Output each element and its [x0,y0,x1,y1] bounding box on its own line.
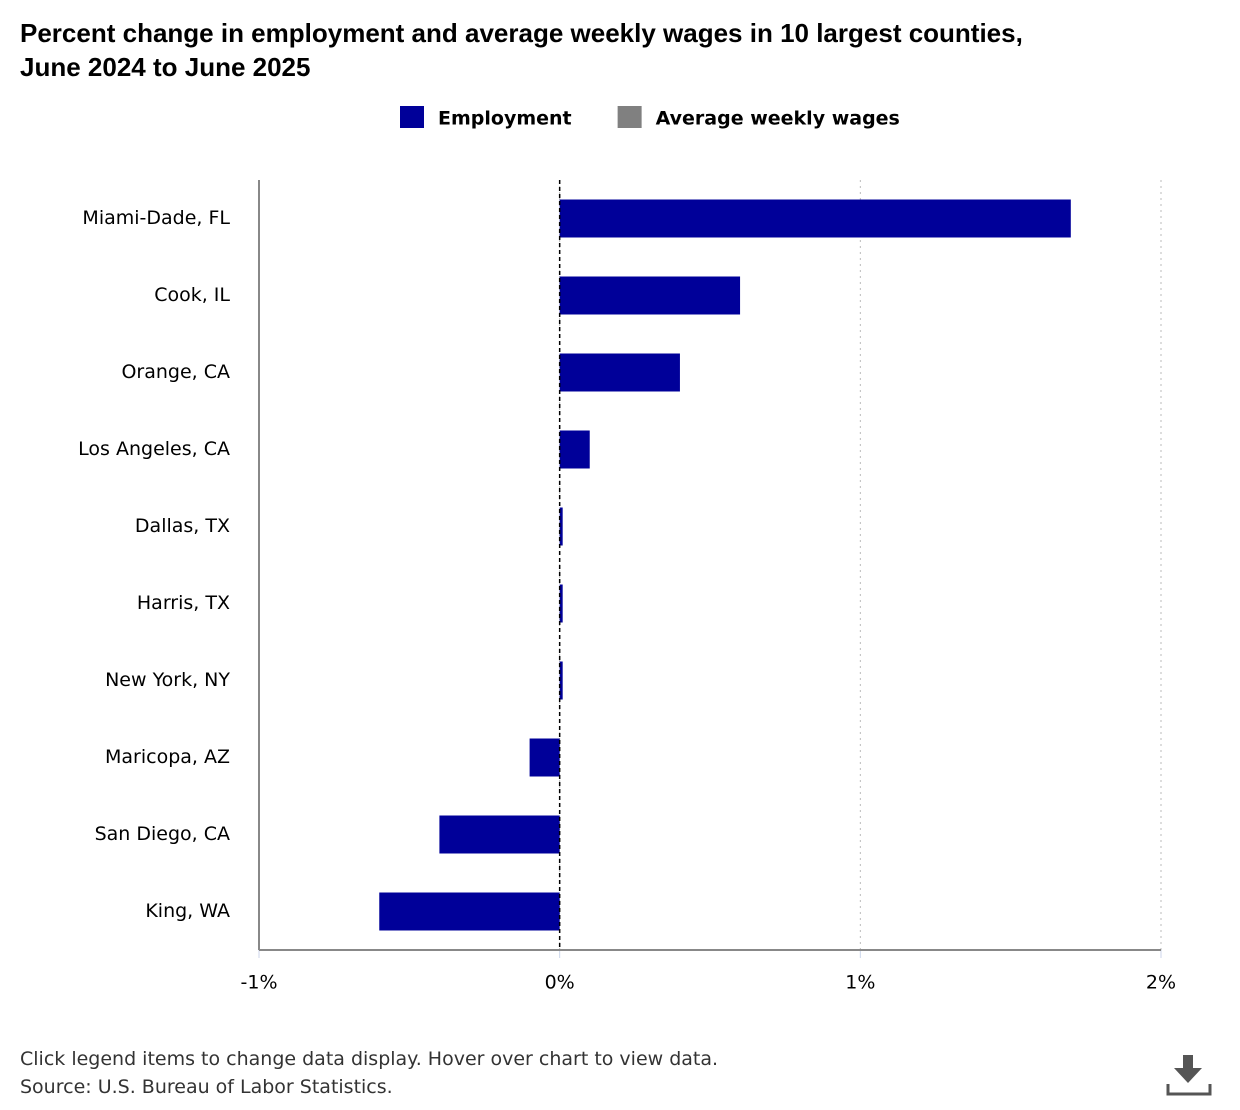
y-tick-label: Los Angeles, CA [78,438,230,460]
bar [379,892,560,931]
chart-title: Percent change in employment and average… [20,18,1023,48]
download-button[interactable] [1166,1055,1212,1096]
y-tick-label: Miami-Dade, FL [82,207,230,229]
y-tick-label: Maricopa, AZ [105,746,230,768]
chart-subtitle: June 2024 to June 2025 [20,52,310,82]
y-tick-label: Dallas, TX [135,515,230,537]
x-tick-label: -1% [241,972,278,994]
bar [559,353,680,392]
y-tick-label: San Diego, CA [95,823,230,845]
note: Source: U.S. Bureau of Labor Statistics. [20,1076,393,1098]
legend-label[interactable]: Employment [438,108,572,130]
y-tick-label: New York, NY [105,669,230,691]
x-tick-label: 2% [1146,972,1176,994]
note: Click legend items to change data displa… [20,1048,718,1070]
y-tick-label: Harris, TX [137,592,230,614]
bar [559,584,563,623]
x-tick-label: 0% [545,972,575,994]
bar [439,815,560,854]
y-tick-label: Cook, IL [154,284,230,306]
bar [529,738,560,777]
bar [559,661,563,700]
x-tick-label: 1% [845,972,875,994]
bar [559,276,741,315]
legend-swatch[interactable] [400,106,424,128]
bar [559,199,1071,238]
legend-swatch[interactable] [617,106,642,128]
y-tick-label: King, WA [145,900,230,922]
bar [559,507,563,546]
y-tick-label: Orange, CA [121,361,230,383]
bar [559,430,590,469]
legend-label[interactable]: Average weekly wages [656,108,900,130]
